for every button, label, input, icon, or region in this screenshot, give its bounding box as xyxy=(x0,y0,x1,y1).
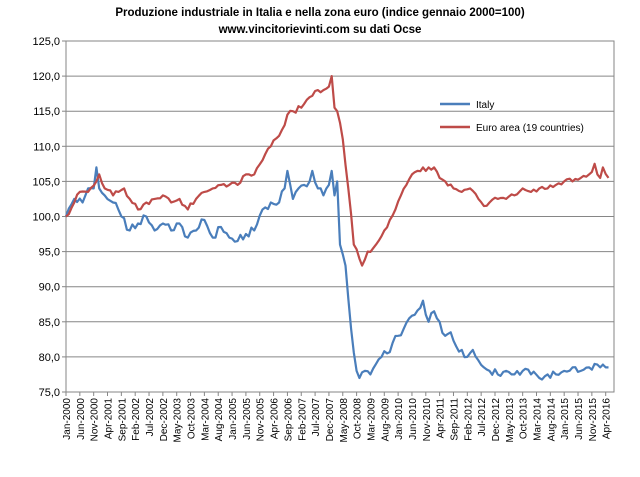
x-tick-label: Feb-2002 xyxy=(131,398,142,441)
x-tick-label: Jun-2000 xyxy=(76,398,87,440)
x-tick-label: Jan-2010 xyxy=(394,398,405,440)
x-tick-label: Aug-2004 xyxy=(214,398,225,442)
x-tick-label: Mar-2004 xyxy=(200,398,211,441)
y-tick-label: 90,0 xyxy=(39,282,60,294)
x-tick-label: Oct-2003 xyxy=(187,398,198,440)
x-tick-label: Jan-2000 xyxy=(62,398,73,440)
x-tick-label: Apr-2001 xyxy=(104,398,115,440)
x-tick-label: Nov-2010 xyxy=(422,398,433,442)
x-tick-label: Nov-2000 xyxy=(90,398,101,442)
x-tick-label: Oct-2008 xyxy=(353,398,364,440)
legend-label: Euro area (19 countries) xyxy=(476,123,584,134)
x-tick-label: Nov-2015 xyxy=(588,398,599,442)
x-tick-label: May-2008 xyxy=(339,398,350,443)
x-tick-label: Mar-2014 xyxy=(533,398,544,441)
x-tick-label: Jul-2012 xyxy=(477,398,488,437)
x-tick-label: Sep-2001 xyxy=(117,398,128,442)
y-tick-label: 125,0 xyxy=(32,36,60,48)
series-line-italy xyxy=(64,166,609,381)
x-tick-label: Dec-2002 xyxy=(159,398,170,442)
y-tick-label: 80,0 xyxy=(39,352,60,364)
x-tick-label: Aug-2014 xyxy=(546,398,557,442)
x-tick-label: Oct-2013 xyxy=(519,398,530,440)
y-tick-label: 115,0 xyxy=(33,106,60,118)
x-tick-label: May-2013 xyxy=(505,398,516,443)
y-tick-label: 95,0 xyxy=(39,247,60,259)
x-tick-label: Mar-2009 xyxy=(366,398,377,441)
series-line-euro-area xyxy=(65,74,610,267)
x-tick-label: Jun-2015 xyxy=(574,398,585,440)
x-tick-label: Jul-2002 xyxy=(145,398,156,437)
y-tick-label: 105,0 xyxy=(32,176,60,188)
x-tick-label: Apr-2011 xyxy=(436,398,447,439)
y-tick-label: 75,0 xyxy=(39,387,60,399)
chart-title: Produzione industriale in Italia e nella… xyxy=(115,7,525,19)
x-tick-label: Apr-2016 xyxy=(602,398,613,440)
chart-subtitle: www.vincitorievinti.com su dati Ocse xyxy=(218,24,422,36)
x-tick-label: Sep-2011 xyxy=(449,398,460,441)
y-tick-label: 120,0 xyxy=(32,71,60,83)
x-tick-label: Apr-2006 xyxy=(270,398,281,440)
x-tick-label: May-2003 xyxy=(173,398,184,443)
x-tick-label: Sep-2006 xyxy=(283,398,294,442)
x-tick-label: Dec-2012 xyxy=(491,398,502,442)
x-tick-label: Jan-2015 xyxy=(560,398,571,440)
legend-label: Italy xyxy=(476,100,494,111)
x-tick-label: Aug-2009 xyxy=(380,398,391,442)
x-tick-label: Jun-2005 xyxy=(242,398,253,440)
y-tick-label: 110,0 xyxy=(33,141,60,153)
y-tick-label: 85,0 xyxy=(39,317,60,329)
x-tick-label: Feb-2012 xyxy=(463,398,474,441)
x-tick-label: Dec-2007 xyxy=(325,398,336,442)
x-tick-label: Jun-2010 xyxy=(408,398,419,440)
y-tick-label: 100,0 xyxy=(32,212,60,224)
x-tick-label: Nov-2005 xyxy=(256,398,267,442)
x-tick-label: Jul-2007 xyxy=(311,398,322,437)
x-tick-label: Feb-2007 xyxy=(297,398,308,441)
x-tick-label: Jan-2005 xyxy=(228,398,239,440)
